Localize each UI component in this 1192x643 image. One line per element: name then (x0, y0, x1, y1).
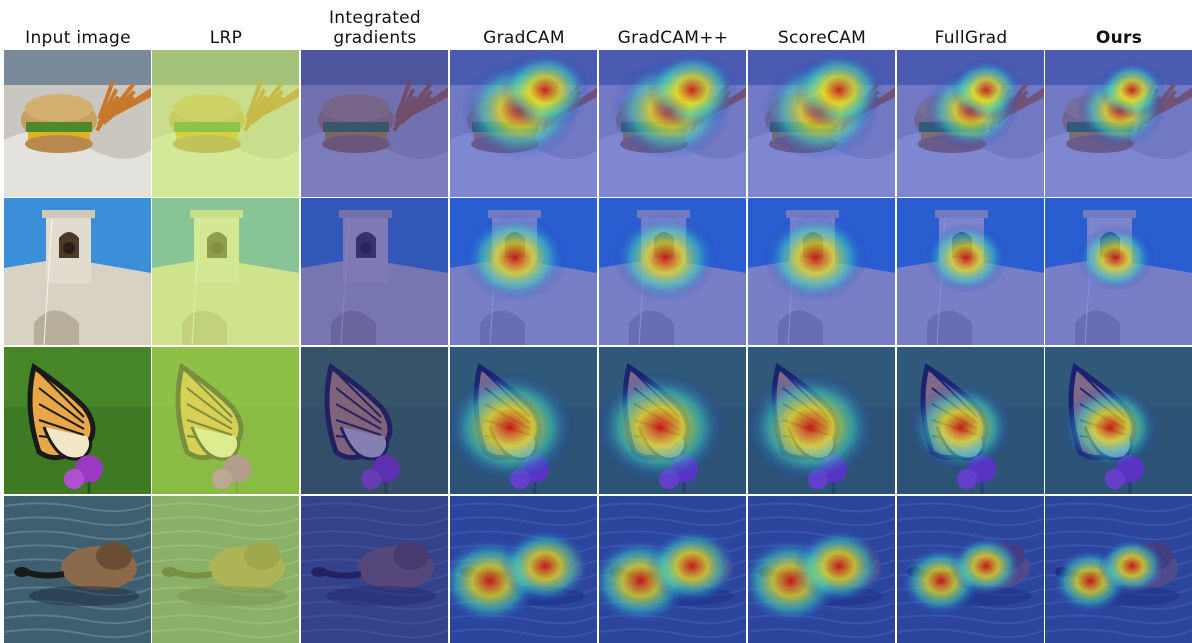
image-thumbnail (897, 347, 1044, 494)
image-thumbnail (1045, 198, 1192, 345)
image-cell (450, 347, 597, 494)
image-cell (599, 50, 746, 197)
column-header-label: GradCAM++ (617, 28, 729, 48)
image-cell (1045, 496, 1192, 643)
image-thumbnail (748, 347, 895, 494)
image-cell (301, 496, 448, 643)
image-cell (599, 496, 746, 643)
column-header-label: FullGrad (934, 28, 1008, 48)
column-header: GradCAM (450, 0, 598, 50)
image-cell (450, 198, 597, 345)
image-cell (152, 347, 299, 494)
image-cell (897, 198, 1044, 345)
image-thumbnail (1045, 496, 1192, 643)
image-cell (152, 496, 299, 643)
column-header-label: GradCAM (483, 28, 565, 48)
image-thumbnail (152, 198, 299, 345)
column-header: FullGrad (897, 0, 1045, 50)
column-header: LRP (152, 0, 300, 50)
image-cell (897, 496, 1044, 643)
image-cell (301, 50, 448, 197)
image-cell (1045, 347, 1192, 494)
image-cell (748, 496, 895, 643)
image-cell (599, 198, 746, 345)
image-thumbnail (450, 347, 597, 494)
image-thumbnail (748, 496, 895, 643)
image-thumbnail (599, 50, 746, 197)
column-header-label: ScoreCAM (777, 28, 867, 48)
image-cell (1045, 50, 1192, 197)
column-header: GradCAM++ (599, 0, 747, 50)
image-thumbnail (4, 347, 151, 494)
column-header-label: Input image (25, 28, 131, 48)
image-thumbnail (4, 50, 151, 197)
image-cell (748, 50, 895, 197)
column-header-label: LRP (209, 28, 243, 48)
image-cell (450, 50, 597, 197)
image-thumbnail (1045, 347, 1192, 494)
image-thumbnail (599, 198, 746, 345)
image-cell (599, 347, 746, 494)
image-cell (152, 198, 299, 345)
image-thumbnail (897, 496, 1044, 643)
image-cell (4, 496, 151, 643)
column-header: Ours (1045, 0, 1192, 50)
image-cell (301, 198, 448, 345)
image-thumbnail (301, 496, 448, 643)
image-cell (301, 347, 448, 494)
image-cell (897, 347, 1044, 494)
image-thumbnail (152, 50, 299, 197)
image-thumbnail (301, 198, 448, 345)
image-thumbnail (748, 198, 895, 345)
image-cell (4, 50, 151, 197)
image-cell (1045, 198, 1192, 345)
image-thumbnail (301, 347, 448, 494)
column-header: Integrated gradients (301, 0, 449, 50)
image-thumbnail (450, 50, 597, 197)
image-thumbnail (450, 198, 597, 345)
image-thumbnail (748, 50, 895, 197)
image-cell (4, 347, 151, 494)
image-thumbnail (599, 496, 746, 643)
column-header-label: Ours (1095, 28, 1143, 48)
image-cell (4, 198, 151, 345)
column-header: ScoreCAM (748, 0, 896, 50)
image-thumbnail (301, 50, 448, 197)
image-thumbnail (4, 198, 151, 345)
column-header-label: Integrated gradients (328, 8, 422, 48)
image-cell (152, 50, 299, 197)
image-thumbnail (152, 496, 299, 643)
image-cell (450, 496, 597, 643)
image-thumbnail (450, 496, 597, 643)
image-cell (897, 50, 1044, 197)
column-header: Input image (4, 0, 152, 50)
image-thumbnail (152, 347, 299, 494)
image-cell (748, 347, 895, 494)
image-thumbnail (4, 496, 151, 643)
image-thumbnail (599, 347, 746, 494)
image-cell (748, 198, 895, 345)
image-thumbnail (1045, 50, 1192, 197)
image-thumbnail (897, 50, 1044, 197)
image-thumbnail (897, 198, 1044, 345)
